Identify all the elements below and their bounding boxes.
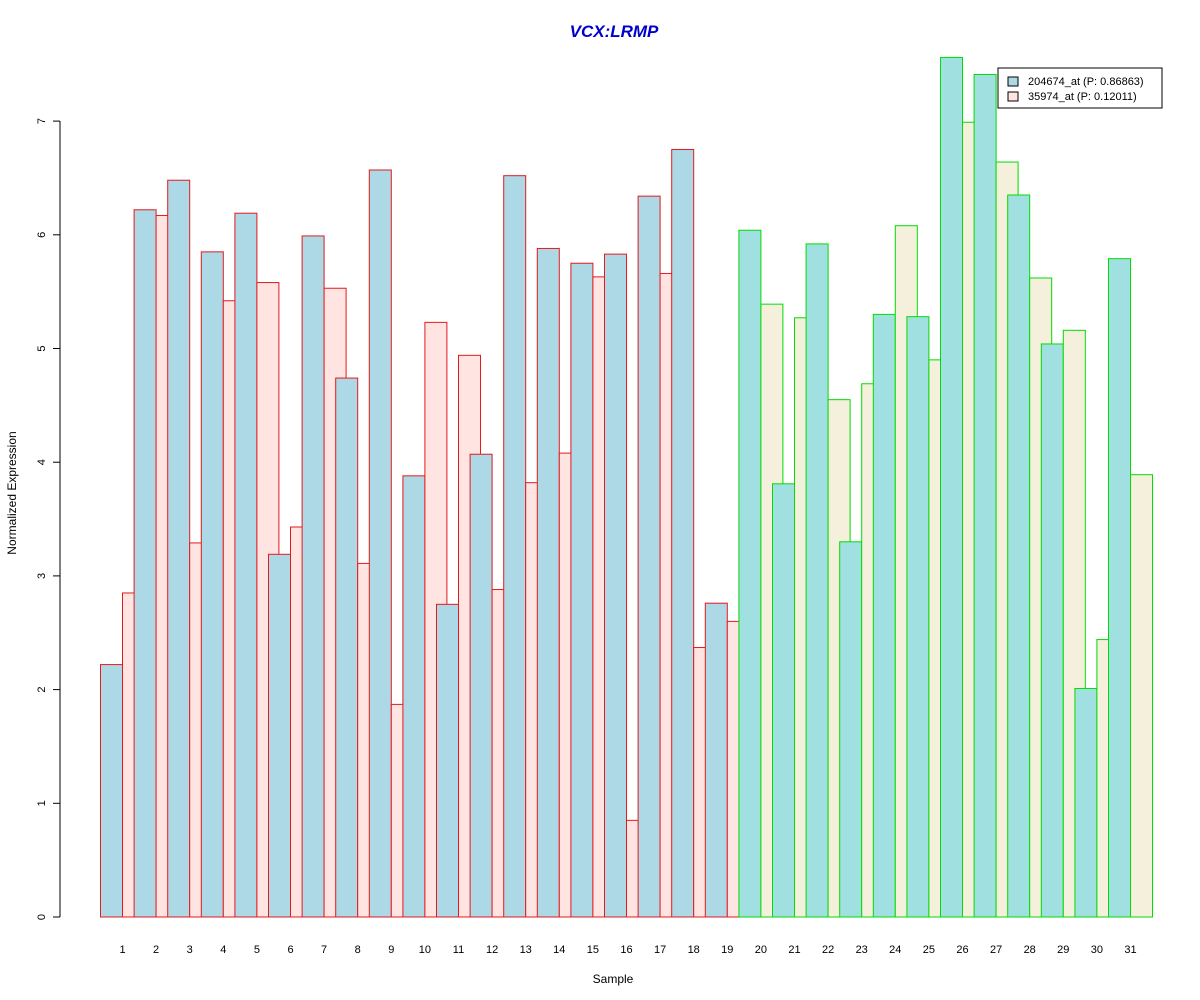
- bars-layer: [100, 56, 1153, 918]
- x-tick-label: 1: [119, 944, 125, 956]
- bar-series-1: [268, 553, 291, 918]
- x-tick-label: 17: [654, 944, 666, 956]
- x-tick-label: 24: [889, 944, 901, 956]
- y-axis-title: Normalized Expression: [5, 431, 19, 554]
- chart-title: VCX:LRMP: [570, 22, 659, 41]
- x-tick-label: 15: [587, 944, 599, 956]
- bar-series-1: [100, 664, 123, 918]
- y-tick-label: 7: [36, 118, 48, 124]
- x-tick-label: 20: [755, 944, 767, 956]
- x-tick-label: 23: [856, 944, 868, 956]
- x-tick-label: 10: [419, 944, 431, 956]
- bar-series-1: [839, 541, 863, 918]
- x-tick-label: 4: [220, 944, 226, 956]
- x-axis-title: Sample: [593, 972, 634, 986]
- x-tick-label: 9: [388, 944, 394, 956]
- bar-series-1: [738, 229, 762, 918]
- x-tick-label: 25: [923, 944, 935, 956]
- y-axis: 0 1 2 3 4 5 6 7: [36, 118, 61, 920]
- bar-series-1: [772, 483, 795, 918]
- bar-series-1: [167, 179, 191, 918]
- x-tick-label: 29: [1057, 944, 1069, 956]
- x-axis-labels: 1 2 3 4 5 6 7 8 9 10 11 12 13 14 15 16 17 18 19 20 21 22 23 24 2…: [119, 944, 1136, 956]
- x-tick-label: 18: [688, 944, 700, 956]
- x-tick-label: 26: [956, 944, 968, 956]
- bar-series-1: [335, 377, 359, 918]
- bar-series-1: [906, 316, 930, 918]
- bar-series-1: [1007, 194, 1031, 918]
- bar-series-1: [872, 313, 896, 918]
- bar-series-1: [1074, 687, 1098, 918]
- bar-series-1: [1040, 343, 1064, 918]
- legend-label-1: 204674_at (P: 0.86863): [1028, 76, 1144, 88]
- bar-series-1: [469, 453, 493, 918]
- bar-series-1: [671, 149, 695, 918]
- legend-label-2: 35974_at (P: 0.12011): [1028, 91, 1137, 103]
- y-tick-label: 4: [36, 459, 48, 465]
- bar-series-1: [704, 602, 728, 918]
- legend: 204674_at (P: 0.86863) 35974_at (P: 0.12…: [997, 67, 1163, 109]
- x-tick-label: 12: [486, 944, 498, 956]
- bar-series-1: [503, 175, 527, 918]
- x-tick-label: 14: [553, 944, 565, 956]
- x-tick-label: 13: [520, 944, 532, 956]
- x-tick-label: 31: [1124, 944, 1136, 956]
- bar-series-1: [402, 475, 426, 918]
- bar-series-1: [301, 235, 325, 918]
- x-tick-label: 8: [355, 944, 361, 956]
- x-tick-label: 27: [990, 944, 1002, 956]
- x-tick-label: 2: [153, 944, 159, 956]
- bar-series-1: [133, 209, 157, 918]
- legend-swatch-1: [1007, 76, 1019, 87]
- bar-series-1: [570, 262, 594, 918]
- bar-series-1: [368, 169, 392, 918]
- x-tick-label: 6: [287, 944, 293, 956]
- x-tick-label: 3: [187, 944, 193, 956]
- bar-series-1: [637, 195, 661, 918]
- bar-series-1: [604, 253, 627, 918]
- x-tick-label: 16: [620, 944, 632, 956]
- y-tick-label: 3: [36, 573, 48, 579]
- bar-series-1: [234, 212, 258, 918]
- y-tick-label: 6: [36, 232, 48, 238]
- x-tick-label: 19: [721, 944, 733, 956]
- legend-box: [997, 67, 1163, 109]
- x-tick-label: 21: [788, 944, 800, 956]
- bar-series-1: [805, 243, 829, 918]
- bar-series-1: [200, 251, 224, 918]
- bar-series-2: [1130, 474, 1153, 918]
- x-tick-label: 11: [453, 944, 464, 956]
- y-tick-label: 2: [36, 687, 48, 693]
- y-tick-label: 1: [36, 800, 48, 806]
- bar-series-1: [973, 73, 997, 918]
- bar-series-1: [536, 247, 560, 918]
- bar-series-1: [940, 56, 963, 918]
- y-tick-label: 5: [36, 345, 48, 351]
- bar-series-1: [1108, 258, 1131, 918]
- bar-series-1: [436, 603, 459, 918]
- x-tick-label: 30: [1091, 944, 1103, 956]
- x-tick-label: 28: [1024, 944, 1036, 956]
- x-tick-label: 22: [822, 944, 834, 956]
- legend-swatch-2: [1007, 91, 1019, 102]
- y-tick-label: 0: [36, 914, 48, 920]
- x-tick-label: 5: [254, 944, 260, 956]
- x-tick-label: 7: [321, 944, 327, 956]
